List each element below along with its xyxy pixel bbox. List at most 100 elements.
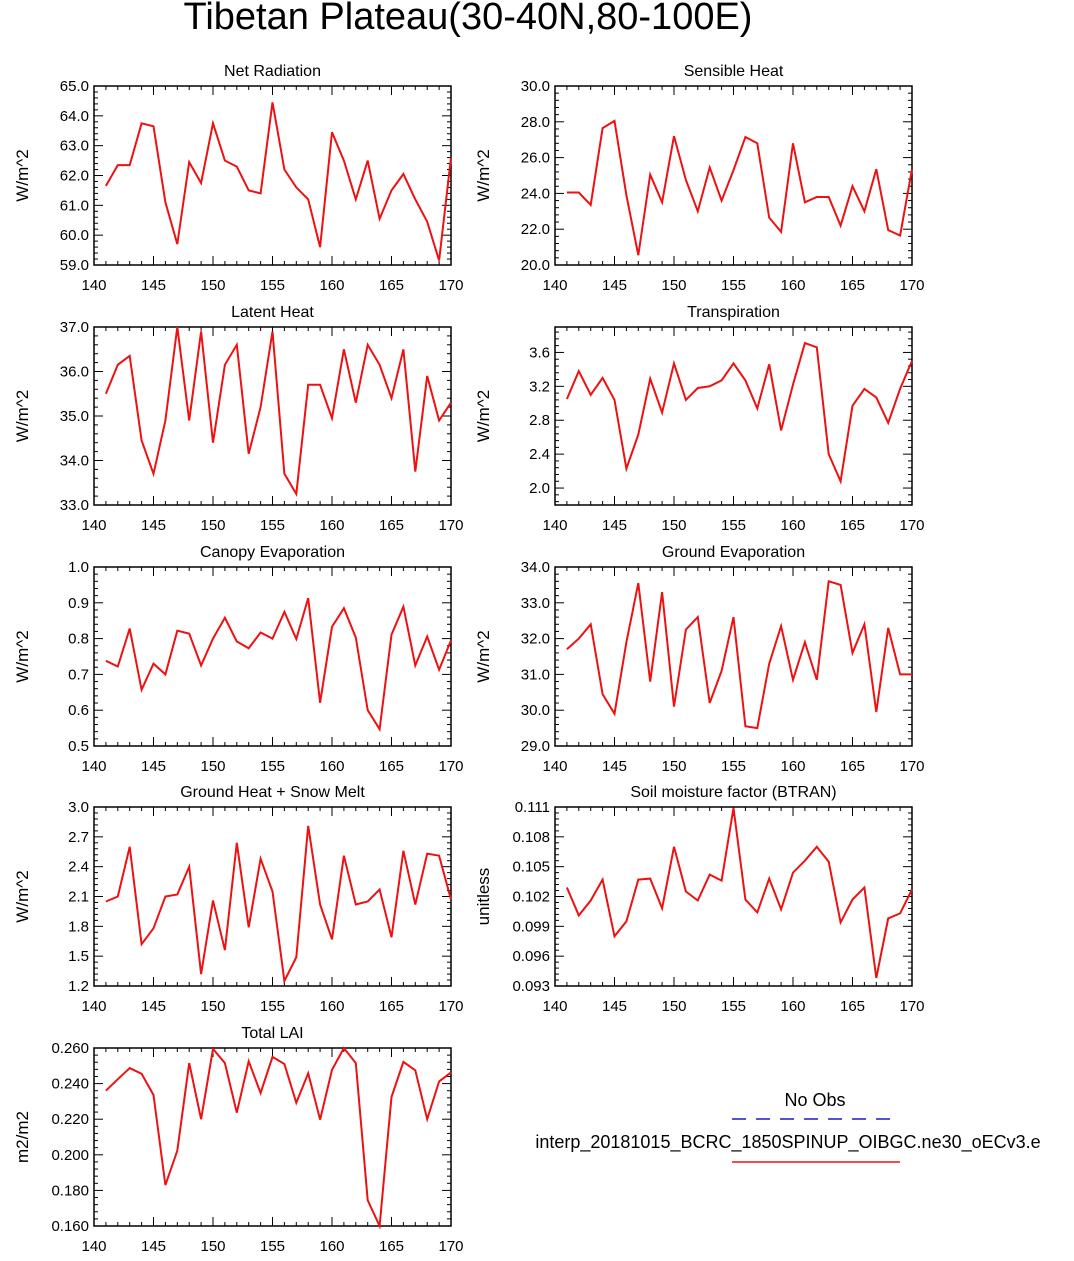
y-tick-label: 29.0 bbox=[521, 738, 550, 755]
y-tick-label: 0.5 bbox=[68, 738, 89, 755]
y-tick-label: 0.260 bbox=[51, 1040, 89, 1057]
y-tick-label: 65.0 bbox=[60, 78, 89, 95]
plot-frame bbox=[93, 85, 452, 266]
y-axis-label: W/m^2 bbox=[13, 390, 32, 442]
y-axis-label: m2/m2 bbox=[13, 1111, 32, 1163]
plot-frame bbox=[93, 566, 452, 747]
y-tick-label: 3.6 bbox=[529, 344, 550, 361]
y-tick-label: 36.0 bbox=[60, 364, 89, 381]
legend-obs-label: No Obs bbox=[784, 1090, 845, 1110]
x-tick-label: 140 bbox=[81, 517, 106, 534]
y-tick-label: 1.8 bbox=[68, 918, 89, 935]
plot-frame bbox=[554, 85, 913, 266]
panel-soil-moisture-factor-btran: Soil moisture factor (BTRAN) unitless 140 1… bbox=[474, 784, 925, 1015]
x-tick-label: 145 bbox=[602, 758, 627, 775]
series-line-net-radiation bbox=[105, 102, 452, 261]
panel-title: Transpiration bbox=[687, 304, 780, 321]
x-tick-label: 150 bbox=[661, 277, 686, 294]
series-line-transpiration bbox=[565, 341, 913, 485]
panel-latent-heat: Latent Heat W/m^2 140 145 150 155 160 165 170 33.… bbox=[13, 304, 464, 534]
plot-frame bbox=[93, 1047, 452, 1227]
y-tick-label: 0.099 bbox=[512, 918, 550, 935]
y-tick-label: 0.6 bbox=[68, 702, 89, 719]
series-line-ground-evaporation bbox=[566, 579, 912, 730]
x-tick-label: 145 bbox=[141, 758, 166, 775]
y-tick-label: 30.0 bbox=[521, 78, 550, 95]
x-tick-label: 170 bbox=[438, 277, 463, 294]
series-line-sensible-heat bbox=[566, 119, 913, 256]
x-tick-label: 150 bbox=[200, 517, 225, 534]
y-axis-label: unitless bbox=[474, 868, 493, 926]
x-tick-label: 160 bbox=[319, 1238, 344, 1255]
plot-frame bbox=[554, 566, 913, 747]
y-tick-label: 2.0 bbox=[529, 480, 550, 497]
panel-ground-heat-snow-melt: Ground Heat + Snow Melt W/m^2 140 145 150 155… bbox=[13, 784, 464, 1015]
panel-net-radiation: Net Radiation W/m^2 140 145 150 155 160 165 170 5… bbox=[13, 63, 464, 294]
legend-model-label: interp_20181015_BCRC_1850SPINUP_OIBGC.ne… bbox=[535, 1132, 1040, 1153]
y-tick-label: 33.0 bbox=[60, 497, 89, 514]
x-tick-label: 160 bbox=[319, 998, 344, 1015]
x-tick-label: 155 bbox=[260, 998, 285, 1015]
plot-frame bbox=[554, 326, 913, 506]
x-tick-label: 165 bbox=[840, 998, 865, 1015]
panel-title: Ground Heat + Snow Melt bbox=[180, 784, 365, 801]
y-tick-label: 35.0 bbox=[60, 408, 89, 425]
x-tick-label: 170 bbox=[899, 277, 924, 294]
x-tick-label: 155 bbox=[721, 758, 746, 775]
x-tick-label: 155 bbox=[721, 517, 746, 534]
y-tick-label: 0.096 bbox=[512, 948, 550, 965]
x-tick-label: 145 bbox=[141, 517, 166, 534]
panel-title: Canopy Evaporation bbox=[200, 544, 345, 561]
plot-frame bbox=[93, 326, 452, 506]
y-tick-label: 61.0 bbox=[60, 197, 89, 214]
y-tick-label: 3.2 bbox=[529, 378, 550, 395]
series-line-canopy-evaporation bbox=[105, 597, 452, 733]
y-tick-label: 0.200 bbox=[51, 1147, 89, 1164]
y-axis-label: W/m^2 bbox=[13, 149, 32, 201]
x-tick-label: 170 bbox=[438, 758, 463, 775]
y-tick-label: 20.0 bbox=[521, 257, 550, 274]
y-tick-label: 26.0 bbox=[521, 150, 550, 167]
x-tick-label: 155 bbox=[260, 1238, 285, 1255]
x-tick-label: 150 bbox=[200, 1238, 225, 1255]
panel-sensible-heat: Sensible Heat W/m^2 140 145 150 155 160 165 170 2… bbox=[474, 63, 925, 294]
x-tick-label: 140 bbox=[81, 1238, 106, 1255]
y-tick-label: 0.180 bbox=[51, 1182, 89, 1199]
x-tick-label: 160 bbox=[780, 277, 805, 294]
x-tick-label: 140 bbox=[542, 758, 567, 775]
x-tick-label: 145 bbox=[602, 277, 627, 294]
x-tick-label: 165 bbox=[379, 998, 404, 1015]
panel-title: Latent Heat bbox=[231, 304, 314, 321]
x-tick-label: 170 bbox=[438, 998, 463, 1015]
x-tick-label: 165 bbox=[379, 1238, 404, 1255]
legend: No Obs interp_20181015_BCRC_1850SPINUP_O… bbox=[535, 1090, 1041, 1163]
panel-canopy-evaporation: Canopy Evaporation W/m^2 140 145 150 155 160 16… bbox=[13, 544, 464, 775]
x-tick-label: 155 bbox=[260, 758, 285, 775]
y-tick-label: 0.102 bbox=[512, 889, 550, 906]
y-tick-label: 2.1 bbox=[68, 889, 89, 906]
y-tick-label: 1.5 bbox=[68, 948, 89, 965]
y-tick-label: 2.7 bbox=[68, 829, 89, 846]
y-tick-label: 0.9 bbox=[68, 595, 89, 612]
y-tick-label: 28.0 bbox=[521, 114, 550, 131]
x-tick-label: 150 bbox=[200, 277, 225, 294]
x-tick-label: 140 bbox=[542, 517, 567, 534]
x-tick-label: 165 bbox=[840, 758, 865, 775]
x-tick-label: 170 bbox=[899, 998, 924, 1015]
x-tick-label: 155 bbox=[721, 998, 746, 1015]
x-tick-label: 140 bbox=[542, 998, 567, 1015]
y-tick-label: 0.111 bbox=[515, 799, 550, 816]
panel-title: Total LAI bbox=[241, 1025, 303, 1042]
series-line-latent-heat bbox=[104, 326, 452, 497]
panel-ground-evaporation: Ground Evaporation W/m^2 140 145 150 155 160 16… bbox=[474, 544, 925, 775]
panel-title: Soil moisture factor (BTRAN) bbox=[630, 784, 836, 801]
x-tick-label: 155 bbox=[721, 277, 746, 294]
x-tick-label: 140 bbox=[542, 277, 567, 294]
x-tick-label: 170 bbox=[899, 517, 924, 534]
x-tick-label: 160 bbox=[319, 758, 344, 775]
x-tick-label: 145 bbox=[141, 1238, 166, 1255]
y-tick-label: 2.4 bbox=[68, 859, 89, 876]
y-tick-label: 0.8 bbox=[68, 631, 89, 648]
x-tick-label: 170 bbox=[438, 517, 463, 534]
x-tick-label: 140 bbox=[81, 277, 106, 294]
